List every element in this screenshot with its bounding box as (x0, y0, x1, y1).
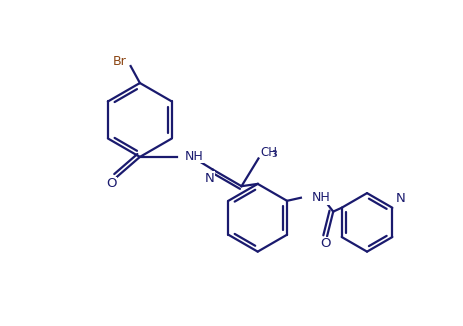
Text: N: N (205, 171, 215, 185)
Text: O: O (106, 177, 117, 190)
Text: CH: CH (260, 146, 277, 159)
Text: O: O (320, 237, 331, 250)
Text: Br: Br (113, 55, 127, 68)
Text: NH: NH (185, 150, 203, 163)
Text: N: N (395, 192, 405, 205)
Text: NH: NH (312, 191, 331, 204)
Text: 3: 3 (272, 150, 277, 159)
